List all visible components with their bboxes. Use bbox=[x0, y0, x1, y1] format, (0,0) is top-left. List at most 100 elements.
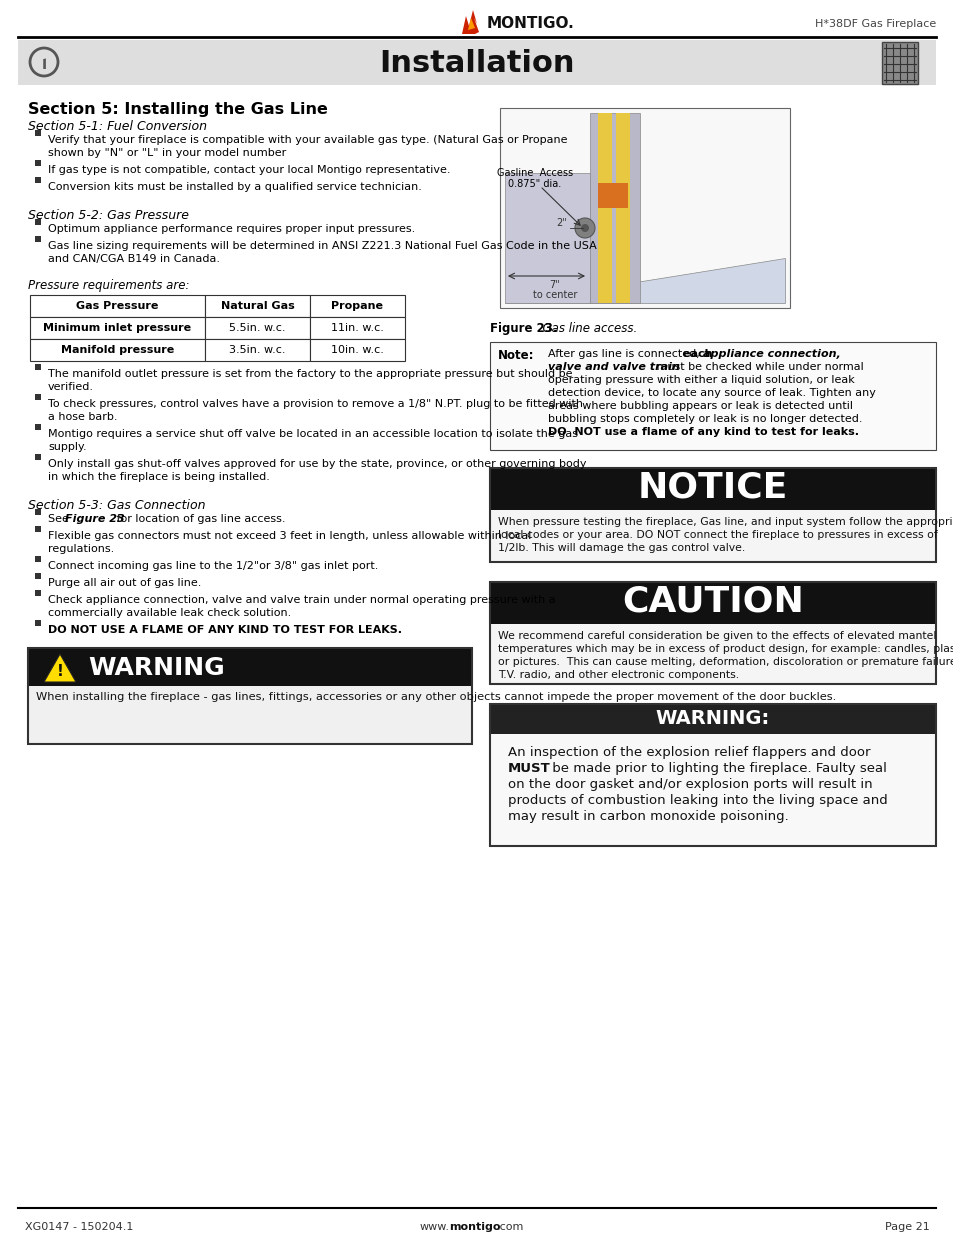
Bar bbox=[490, 468, 935, 562]
Text: commercially available leak check solution.: commercially available leak check soluti… bbox=[48, 608, 291, 618]
Text: Note:: Note: bbox=[497, 350, 534, 362]
Text: 10in. w.c.: 10in. w.c. bbox=[331, 345, 383, 354]
Bar bbox=[35, 219, 41, 225]
Bar bbox=[35, 454, 41, 459]
Text: a hose barb.: a hose barb. bbox=[48, 412, 117, 422]
Bar bbox=[35, 526, 41, 532]
Bar bbox=[490, 468, 935, 510]
Text: may result in carbon monoxide poisoning.: may result in carbon monoxide poisoning. bbox=[507, 810, 788, 823]
Text: Installation: Installation bbox=[379, 48, 574, 78]
Text: and CAN/CGA B149 in Canada.: and CAN/CGA B149 in Canada. bbox=[48, 254, 220, 264]
Text: Gas Pressure: Gas Pressure bbox=[76, 301, 158, 311]
Text: 0.875" dia.: 0.875" dia. bbox=[508, 179, 561, 189]
Text: MUST: MUST bbox=[507, 762, 550, 776]
Bar bbox=[310, 338, 405, 361]
Bar bbox=[35, 236, 41, 242]
Text: 7": 7" bbox=[549, 280, 559, 290]
Text: Purge all air out of gas line.: Purge all air out of gas line. bbox=[48, 578, 201, 588]
Text: Gas line access.: Gas line access. bbox=[535, 322, 637, 335]
Polygon shape bbox=[504, 258, 784, 303]
Text: I: I bbox=[41, 58, 47, 72]
Text: XG0147 - 150204.1: XG0147 - 150204.1 bbox=[25, 1221, 133, 1233]
Bar bbox=[28, 648, 472, 685]
Text: An inspection of the explosion relief flappers and door: An inspection of the explosion relief fl… bbox=[507, 746, 869, 760]
Bar bbox=[490, 582, 935, 684]
Text: See: See bbox=[48, 514, 72, 524]
Text: Flexible gas connectors must not exceed 3 feet in length, unless allowable withi: Flexible gas connectors must not exceed … bbox=[48, 531, 531, 541]
Polygon shape bbox=[468, 19, 475, 30]
Bar bbox=[35, 509, 41, 515]
Bar bbox=[490, 704, 935, 846]
Text: detection device, to locate any source of leak. Tighten any: detection device, to locate any source o… bbox=[547, 388, 875, 398]
Text: Section 5-1: Fuel Conversion: Section 5-1: Fuel Conversion bbox=[28, 120, 207, 133]
Bar bbox=[882, 42, 917, 84]
Bar bbox=[310, 295, 405, 317]
Text: Conversion kits must be installed by a qualified service technician.: Conversion kits must be installed by a q… bbox=[48, 182, 421, 191]
Bar bbox=[35, 394, 41, 400]
Text: Manifold pressure: Manifold pressure bbox=[61, 345, 174, 354]
Text: If gas type is not compatible, contact your local Montigo representative.: If gas type is not compatible, contact y… bbox=[48, 165, 450, 175]
Text: valve and valve train: valve and valve train bbox=[547, 362, 679, 372]
Bar bbox=[504, 173, 589, 303]
Text: When installing the fireplace - gas lines, fittings, accessories or any other ob: When installing the fireplace - gas line… bbox=[36, 692, 836, 701]
Text: Section 5: Installing the Gas Line: Section 5: Installing the Gas Line bbox=[28, 103, 328, 117]
Polygon shape bbox=[44, 655, 76, 682]
Polygon shape bbox=[461, 10, 478, 35]
Text: www.: www. bbox=[419, 1221, 450, 1233]
Text: Check appliance connection, valve and valve train under normal operating pressur: Check appliance connection, valve and va… bbox=[48, 595, 555, 605]
Text: Gas line sizing requirements will be determined in ANSI Z221.3 National Fuel Gas: Gas line sizing requirements will be det… bbox=[48, 241, 597, 251]
Text: We recommend careful consideration be given to the effects of elevated mantel: We recommend careful consideration be gi… bbox=[497, 631, 936, 641]
Bar bbox=[35, 556, 41, 562]
Text: montigo: montigo bbox=[449, 1221, 500, 1233]
Text: Figure 23.: Figure 23. bbox=[490, 322, 557, 335]
Text: When pressure testing the fireplace, Gas line, and input system follow the appro: When pressure testing the fireplace, Gas… bbox=[497, 517, 953, 527]
Text: WARNING:: WARNING: bbox=[655, 709, 769, 729]
Bar bbox=[490, 342, 935, 450]
Text: shown by "N" or "L" in your model number: shown by "N" or "L" in your model number bbox=[48, 148, 286, 158]
Circle shape bbox=[580, 224, 588, 232]
Text: in which the fireplace is being installed.: in which the fireplace is being installe… bbox=[48, 472, 270, 482]
Bar bbox=[490, 510, 935, 562]
Text: 5.5in. w.c.: 5.5in. w.c. bbox=[229, 324, 286, 333]
Text: !: ! bbox=[56, 664, 63, 679]
Text: H*38DF Gas Fireplace: H*38DF Gas Fireplace bbox=[814, 19, 935, 28]
Text: MONTIGO.: MONTIGO. bbox=[486, 16, 574, 32]
Bar bbox=[490, 624, 935, 684]
Text: Section 5-3: Gas Connection: Section 5-3: Gas Connection bbox=[28, 499, 205, 513]
Bar bbox=[205, 295, 310, 317]
Text: Figure 23: Figure 23 bbox=[65, 514, 125, 524]
Text: 3.5in. w.c.: 3.5in. w.c. bbox=[229, 345, 286, 354]
Bar bbox=[35, 177, 41, 183]
Text: Page 21: Page 21 bbox=[884, 1221, 929, 1233]
Text: each: each bbox=[682, 350, 716, 359]
Bar bbox=[205, 317, 310, 338]
Text: appliance connection,: appliance connection, bbox=[702, 350, 840, 359]
Text: areas where bubbling appears or leak is detected until: areas where bubbling appears or leak is … bbox=[547, 401, 852, 411]
Text: The manifold outlet pressure is set from the factory to the appropriate pressure: The manifold outlet pressure is set from… bbox=[48, 369, 572, 379]
Bar bbox=[35, 590, 41, 597]
Text: must be checked while under normal: must be checked while under normal bbox=[652, 362, 862, 372]
Text: regulations.: regulations. bbox=[48, 543, 114, 555]
Text: for location of gas line access.: for location of gas line access. bbox=[112, 514, 285, 524]
Text: 11in. w.c.: 11in. w.c. bbox=[331, 324, 383, 333]
Text: To check pressures, control valves have a provision to remove a 1/8" N.PT. plug : To check pressures, control valves have … bbox=[48, 399, 582, 409]
Bar bbox=[35, 161, 41, 165]
Text: WARNING: WARNING bbox=[88, 656, 225, 680]
Bar bbox=[490, 704, 935, 734]
Text: be made prior to lighting the fireplace. Faulty seal: be made prior to lighting the fireplace.… bbox=[547, 762, 886, 776]
Bar bbox=[598, 183, 627, 207]
Text: Verify that your fireplace is compatible with your available gas type. (Natural : Verify that your fireplace is compatible… bbox=[48, 135, 567, 144]
Text: Section 5-2: Gas Pressure: Section 5-2: Gas Pressure bbox=[28, 209, 189, 222]
Text: Propane: Propane bbox=[331, 301, 383, 311]
Text: operating pressure with either a liquid solution, or leak: operating pressure with either a liquid … bbox=[547, 375, 854, 385]
Text: DO  NOT use a flame of any kind to test for leaks.: DO NOT use a flame of any kind to test f… bbox=[547, 427, 858, 437]
Text: local codes or your area. DO NOT connect the fireplace to pressures in excess of: local codes or your area. DO NOT connect… bbox=[497, 530, 937, 540]
Bar bbox=[490, 582, 935, 624]
Bar bbox=[35, 620, 41, 626]
Text: temperatures which may be in excess of product design, for example: candles, pla: temperatures which may be in excess of p… bbox=[497, 643, 953, 655]
Text: .com: .com bbox=[497, 1221, 524, 1233]
Text: Montigo requires a service shut off valve be located in an accessible location t: Montigo requires a service shut off valv… bbox=[48, 429, 578, 438]
Bar bbox=[35, 364, 41, 370]
Bar bbox=[490, 734, 935, 846]
Text: .: . bbox=[43, 54, 45, 61]
